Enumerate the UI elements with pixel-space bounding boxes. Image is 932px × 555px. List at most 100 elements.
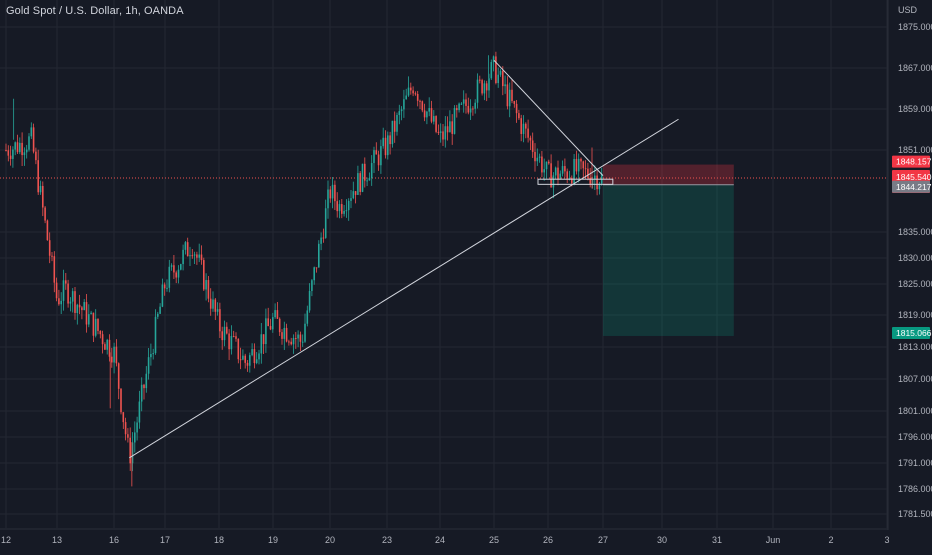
candle-body <box>32 127 35 152</box>
candle-body <box>232 336 235 338</box>
candle-body <box>318 243 320 268</box>
candle-body <box>568 177 571 179</box>
candle-body <box>577 158 580 172</box>
candle-body <box>281 332 283 339</box>
candle-body <box>561 166 564 174</box>
candle-body <box>19 142 21 153</box>
candle-body <box>246 362 249 366</box>
candle-body <box>485 83 488 91</box>
price-tick-label: 1786.000 <box>898 484 932 494</box>
candle-body <box>476 79 479 103</box>
candle-body <box>143 384 145 389</box>
candle-body <box>393 120 396 132</box>
candle-body <box>435 116 437 132</box>
candle-body <box>502 70 504 87</box>
candle-body <box>384 137 387 156</box>
candle-body <box>343 210 345 214</box>
candle-body <box>175 272 177 278</box>
price-tick-label: 1875.000 <box>898 22 932 32</box>
candle-body <box>446 126 449 133</box>
candle-body <box>249 355 251 366</box>
candle-body <box>283 327 286 339</box>
candle-body <box>272 317 274 330</box>
price-axis[interactable]: 1875.000 1867.000 1859.000 1851.000 1835.000… <box>898 22 932 519</box>
time-tick-label: 16 <box>109 535 119 545</box>
candle-body <box>469 108 472 113</box>
candle-body <box>370 163 373 179</box>
take-profit-zone <box>603 184 734 336</box>
candle-body <box>173 265 175 273</box>
candle-body <box>127 434 129 438</box>
price-tick-label: 1801.000 <box>898 406 932 416</box>
candle-body <box>541 156 543 173</box>
last-price-label: 1845.540 <box>896 172 932 182</box>
candle-body <box>184 242 187 250</box>
candle-body <box>299 334 302 342</box>
time-tick-label: 24 <box>435 535 445 545</box>
candle-body <box>203 260 205 290</box>
candle-body <box>131 442 134 464</box>
candle-body <box>138 401 141 423</box>
candle-body <box>152 353 154 355</box>
time-tick-label: Jun <box>766 535 781 545</box>
candle-body <box>221 331 223 341</box>
candle-body <box>389 135 391 145</box>
candle-body <box>594 175 596 180</box>
candle-body <box>163 284 166 289</box>
candle-body <box>306 310 309 324</box>
candle-body <box>12 149 14 159</box>
candle-body <box>492 56 495 63</box>
candle-body <box>311 280 313 292</box>
candle-body <box>94 318 97 336</box>
candle-body <box>212 299 214 309</box>
candle-body <box>554 167 557 176</box>
candles <box>5 51 603 487</box>
candle-body <box>288 341 290 343</box>
drawings[interactable] <box>129 59 679 459</box>
candle-body <box>398 111 401 115</box>
time-tick-label: 25 <box>489 535 499 545</box>
time-tick-label: 23 <box>382 535 392 545</box>
time-axis[interactable]: 12 13 16 17 18 19 20 23 24 25 26 27 30 31 Jun 2 3 <box>1 535 890 545</box>
candle-body <box>472 108 474 110</box>
candle-body <box>62 280 65 301</box>
candle-body <box>30 127 33 137</box>
candle-body <box>490 62 493 79</box>
stop-loss-zone <box>603 164 734 185</box>
candle-body <box>117 363 120 389</box>
candle-body <box>186 242 189 257</box>
candle-body <box>90 312 92 315</box>
stop-price-label-bg <box>892 155 930 168</box>
candle-body <box>322 237 325 239</box>
candle-body <box>442 131 444 140</box>
candle-body <box>159 306 161 314</box>
candle-body <box>21 142 23 156</box>
candle-body <box>334 184 336 202</box>
candle-body <box>71 291 74 302</box>
candle-body <box>205 280 207 290</box>
candle-body <box>48 240 51 256</box>
candle-body <box>522 123 525 134</box>
candle-body <box>78 304 81 308</box>
candle-body <box>506 84 509 107</box>
candle-body <box>324 208 327 238</box>
candle-body <box>292 338 295 345</box>
candle-body <box>37 160 39 193</box>
candle-body <box>458 103 460 111</box>
candle-body <box>166 287 168 289</box>
price-tick-label: 1859.000 <box>898 104 932 114</box>
candle-body <box>198 254 200 258</box>
candle-body <box>391 120 394 145</box>
candle-body <box>596 175 598 190</box>
candle-body <box>308 291 311 311</box>
symbol-title[interactable]: Gold Spot / U.S. Dollar, 1h, OANDA <box>6 5 184 17</box>
candle-body <box>304 323 306 342</box>
candle-body <box>550 163 552 188</box>
candle-body <box>278 318 281 333</box>
candle-body <box>336 201 338 212</box>
candle-body <box>534 151 536 162</box>
candle-body <box>405 95 407 100</box>
